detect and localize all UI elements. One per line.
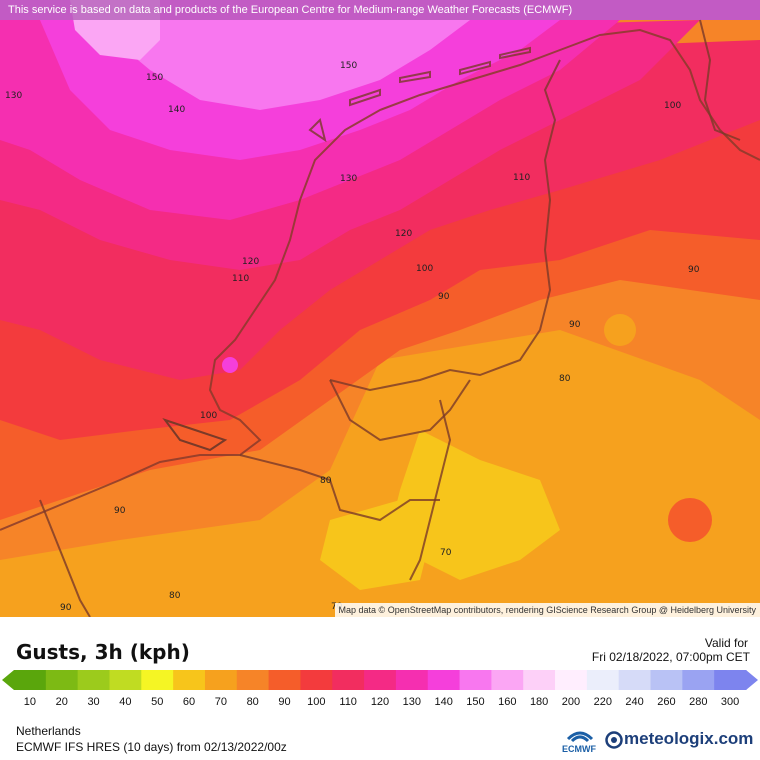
contour-label: 80: [169, 591, 181, 601]
contour-label: 130: [340, 174, 357, 184]
legend-swatch: [173, 670, 206, 690]
contour-label: 70: [440, 548, 452, 558]
legend-tick-label: 10: [24, 696, 36, 708]
legend-tick-label: 240: [625, 696, 643, 708]
contour-label: 120: [395, 229, 412, 239]
legend-tick-label: 30: [87, 696, 99, 708]
legend-tick-label: 180: [530, 696, 548, 708]
gust-map: 150 130 140 150 100 130 110 120 120 110 …: [0, 0, 760, 617]
contour-label: 120: [242, 257, 259, 267]
contour-label: 90: [438, 292, 450, 302]
contour-label: 100: [416, 264, 433, 274]
legend-swatch: [236, 670, 270, 690]
contour-label: 100: [200, 411, 217, 421]
legend-swatch: [427, 670, 461, 690]
contour-label: 150: [146, 73, 163, 83]
legend-swatch: [268, 670, 301, 690]
contour-label: 110: [232, 274, 249, 284]
legend-swatch: [586, 670, 620, 690]
legend-tick-label: 20: [56, 696, 68, 708]
contour-label: 80: [559, 374, 571, 384]
contour-label: 90: [688, 265, 700, 275]
contour-label: 100: [664, 101, 681, 111]
legend-arrow-high: [746, 670, 758, 690]
legend-swatch: [109, 670, 142, 690]
legend-tick-label: 280: [689, 696, 707, 708]
contour-label: 110: [513, 173, 530, 183]
legend-swatch: [364, 670, 397, 690]
legend-swatch: [332, 670, 365, 690]
valid-time: Fri 02/18/2022, 07:00pm CET: [591, 650, 750, 664]
legend-swatch: [395, 670, 429, 690]
legend-tick-label: 140: [434, 696, 452, 708]
meteologix-logo-text[interactable]: meteologix.com: [624, 729, 754, 748]
color-scale-legend: 10 20 30 40 50 60 70 80 90 100 110 120 130 140 150 160 1…: [0, 668, 760, 712]
legend-swatch: [555, 670, 588, 690]
legend-tick-label: 160: [498, 696, 516, 708]
legend-swatch: [650, 670, 683, 690]
contour-label: 150: [340, 61, 357, 71]
meteologix-logo-icon: [605, 731, 623, 749]
legend-swatch: [204, 670, 238, 690]
map-attribution: Map data © OpenStreetMap contributors, r…: [334, 603, 760, 617]
legend-tick-label: 80: [247, 696, 259, 708]
legend-swatch: [491, 670, 524, 690]
legend-swatch: [14, 670, 47, 690]
region-name: Netherlands: [16, 724, 81, 738]
contour-label: 140: [168, 105, 185, 115]
legend-tick-label: 70: [215, 696, 227, 708]
legend-tick-label: 260: [657, 696, 675, 708]
contour-label: 130: [5, 91, 22, 101]
legend-arrow-low: [2, 670, 14, 690]
legend-tick-label: 100: [307, 696, 325, 708]
legend-tick-label: 90: [278, 696, 290, 708]
legend-swatch: [523, 670, 556, 690]
legend-tick-label: 150: [466, 696, 484, 708]
contour-label: 90: [60, 603, 72, 613]
ecmwf-logo-icon: [566, 731, 594, 743]
legend-tick-label: 40: [119, 696, 131, 708]
legend-tick-label: 60: [183, 696, 195, 708]
contour-label: 80: [320, 476, 332, 486]
legend-tick-label: 50: [151, 696, 163, 708]
legend-swatch: [300, 670, 333, 690]
legend-tick-label: 200: [562, 696, 580, 708]
legend-tick-label: 120: [371, 696, 389, 708]
valid-for-label: Valid for: [704, 636, 748, 650]
legend-swatch: [141, 670, 174, 690]
legend-swatch: [618, 670, 652, 690]
contour-label: 90: [114, 506, 126, 516]
map-title: Gusts, 3h (kph): [16, 640, 190, 664]
legend-tick-label: 130: [403, 696, 421, 708]
legend-swatch: [45, 670, 79, 690]
legend-swatch: [459, 670, 492, 690]
legend-swatch: [682, 670, 715, 690]
model-run-info: ECMWF IFS HRES (10 days) from 02/13/2022…: [16, 740, 287, 754]
legend-tick-label: 110: [339, 696, 357, 708]
ecmwf-logo-text: ECMWF: [562, 744, 596, 754]
legend-tick-label: 300: [721, 696, 739, 708]
legend-swatch: [714, 670, 747, 690]
ecmwf-attribution-banner: This service is based on data and produc…: [0, 0, 760, 20]
contour-label: 90: [569, 320, 581, 330]
legend-tick-label: 220: [594, 696, 612, 708]
legend-swatch: [77, 670, 110, 690]
